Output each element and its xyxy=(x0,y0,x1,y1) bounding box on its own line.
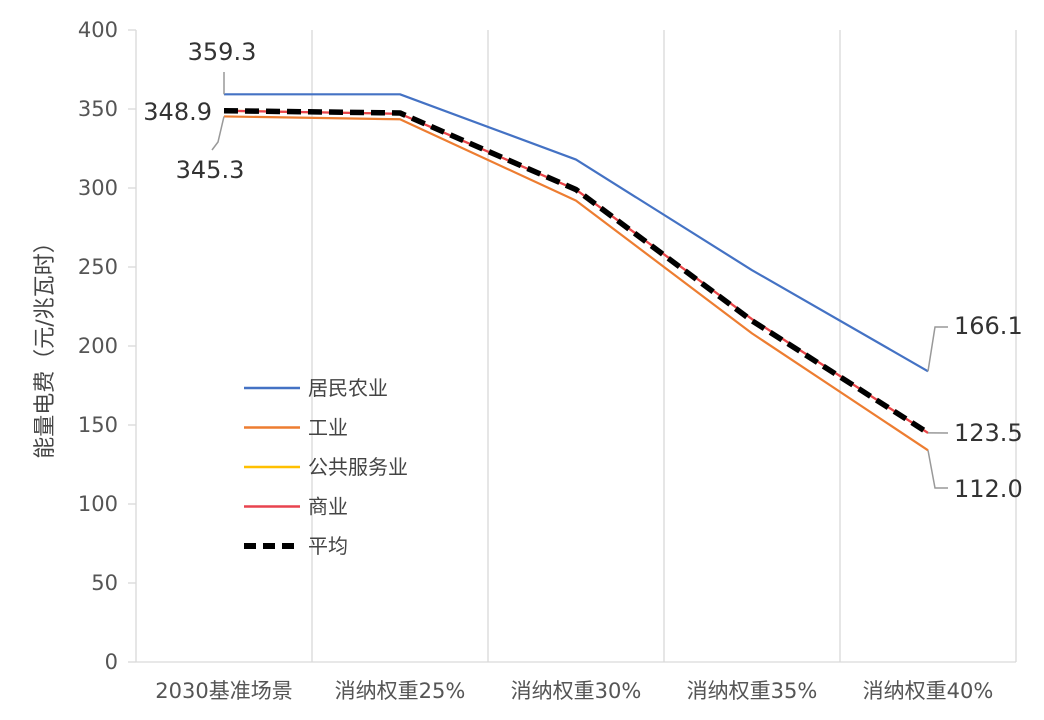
x-tick-label: 2030基准场景 xyxy=(155,679,292,703)
x-axis-ticks: 2030基准场景 消纳权重25% 消纳权重30% 消纳权重35% 消纳权重40% xyxy=(155,679,993,703)
series-line-平均 xyxy=(223,107,930,436)
data-label: 348.9 xyxy=(143,98,212,126)
y-axis-ticks: 0 50 100 150 200 250 300 350 400 xyxy=(78,18,136,674)
data-labels: 359.3 348.9 345.3 166.1 123.5 112.0 xyxy=(143,38,1022,503)
legend-label: 工业 xyxy=(308,416,348,440)
y-axis-label: 能量电费（元/兆瓦时） xyxy=(33,231,58,458)
x-tick-label: 消纳权重25% xyxy=(335,679,466,703)
y-tick-label: 400 xyxy=(78,18,118,42)
legend-label: 平均 xyxy=(308,534,348,558)
grid-lines xyxy=(135,30,1017,663)
y-tick-label: 100 xyxy=(78,492,118,516)
y-tick-label: 50 xyxy=(91,571,118,595)
y-tick-label: 350 xyxy=(78,97,118,121)
legend-label: 公共服务业 xyxy=(308,455,408,479)
series-line-居民农业 xyxy=(224,93,929,373)
leader-line xyxy=(927,326,948,372)
data-label: 112.0 xyxy=(954,475,1023,503)
data-label: 345.3 xyxy=(176,156,245,184)
x-tick-label: 消纳权重40% xyxy=(863,679,994,703)
legend-label: 商业 xyxy=(308,495,348,519)
leader-line xyxy=(211,116,225,151)
leader-line xyxy=(927,450,948,489)
y-tick-label: 0 xyxy=(105,650,118,674)
x-tick-label: 消纳权重35% xyxy=(687,679,818,703)
data-label: 359.3 xyxy=(188,38,257,66)
y-tick-label: 300 xyxy=(78,176,118,200)
series-line-工业 xyxy=(223,115,929,452)
x-tick-label: 消纳权重30% xyxy=(511,679,642,703)
y-tick-label: 250 xyxy=(78,255,118,279)
data-label: 166.1 xyxy=(954,312,1023,340)
legend-label: 居民农业 xyxy=(308,376,388,400)
series-lines xyxy=(223,93,930,452)
y-tick-label: 200 xyxy=(78,334,118,358)
y-tick-label: 150 xyxy=(78,413,118,437)
data-label: 123.5 xyxy=(954,419,1023,447)
